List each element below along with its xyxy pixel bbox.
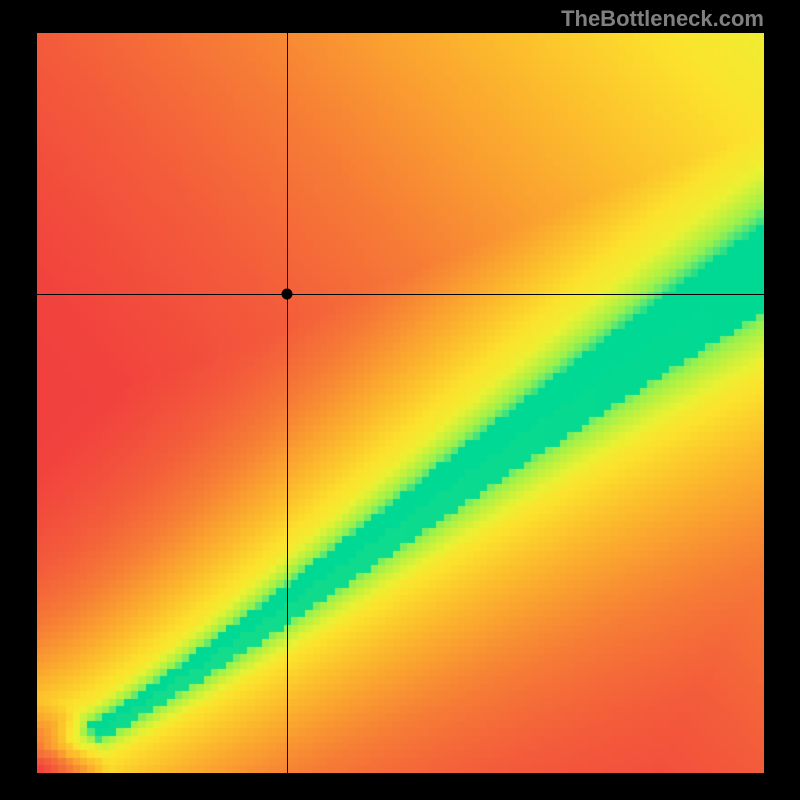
chart-container: TheBottleneck.com xyxy=(0,0,800,800)
crosshair-marker xyxy=(282,289,293,300)
crosshair-horizontal xyxy=(37,294,764,295)
watermark-text: TheBottleneck.com xyxy=(561,6,764,32)
bottleneck-heatmap xyxy=(37,33,764,773)
crosshair-vertical xyxy=(287,33,288,773)
plot-area xyxy=(37,33,764,773)
